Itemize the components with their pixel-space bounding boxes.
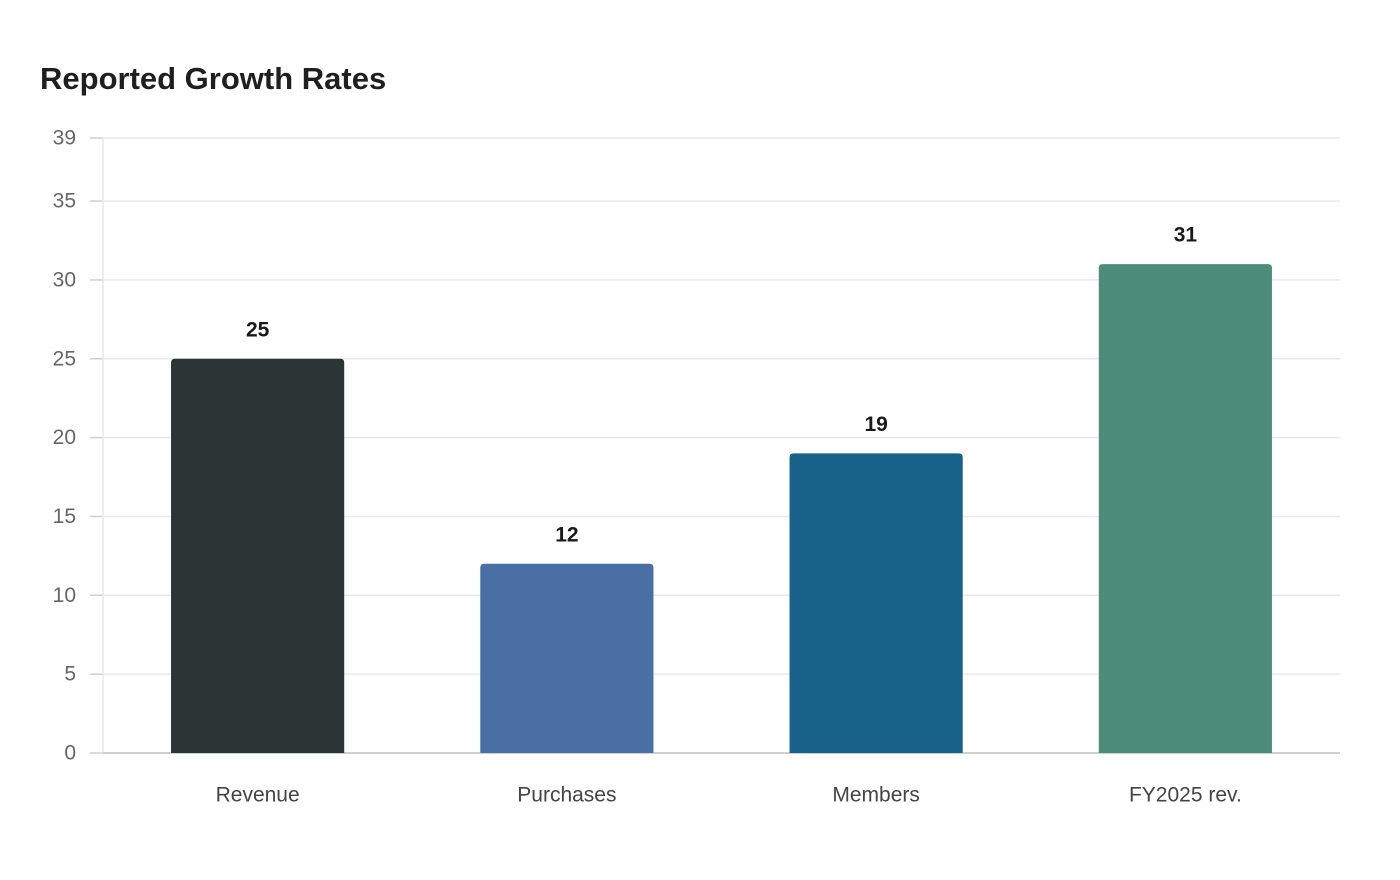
y-tick-label: 10	[53, 584, 76, 607]
bar-revenue[interactable]	[171, 358, 345, 753]
labels: 0 5 10 15 20 25 30 35 39 25 Revenue 12 Purchases 19 Me…	[53, 127, 1242, 807]
y-tick-label: 0	[64, 742, 76, 765]
y-tick-label: 30	[53, 268, 76, 291]
bar-purchases[interactable]	[480, 563, 654, 753]
bar-value-label: 25	[246, 318, 270, 341]
chart-title: Reported Growth Rates	[40, 61, 387, 96]
bar-value-label: 31	[1174, 224, 1198, 247]
bar-value-label: 12	[555, 523, 578, 546]
y-tick-label: 5	[64, 663, 76, 686]
bar-value-label: 19	[864, 413, 887, 436]
y-tick-label: 25	[53, 347, 76, 370]
y-tick-label: 20	[53, 426, 76, 449]
bar-fy2025-rev[interactable]	[1098, 264, 1272, 753]
bar-members[interactable]	[789, 453, 963, 753]
x-tick-label: FY2025 rev.	[1129, 784, 1242, 807]
x-tick-label: Purchases	[517, 784, 616, 807]
y-tick-label: 35	[53, 190, 76, 213]
x-tick-label: Members	[832, 784, 920, 807]
y-tick-label: 39	[53, 127, 76, 150]
bars	[171, 264, 1272, 753]
y-tick-label: 15	[53, 505, 76, 528]
x-tick-label: Revenue	[216, 784, 300, 807]
